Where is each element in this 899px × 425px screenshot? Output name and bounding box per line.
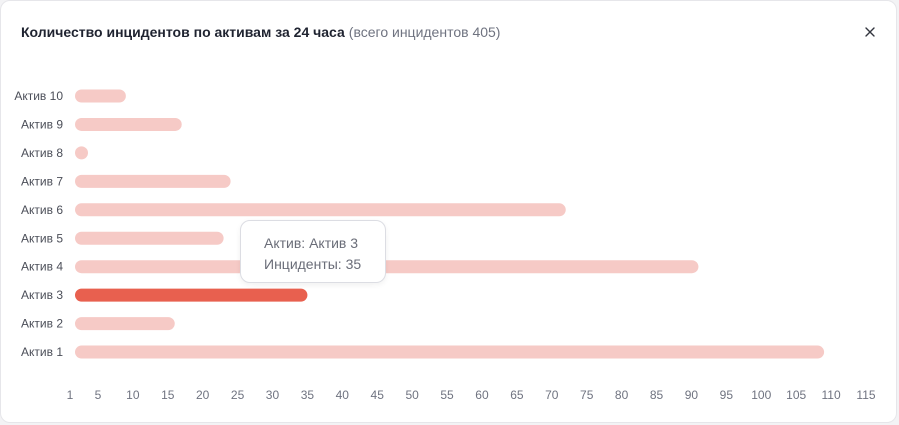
bar[interactable] — [75, 288, 308, 302]
x-tick-label: 60 — [475, 388, 489, 402]
modal-header: Количество инцидентов по активам за 24 ч… — [21, 23, 500, 41]
bar[interactable] — [75, 231, 224, 245]
close-button[interactable] — [859, 21, 881, 43]
x-tick-label: 90 — [685, 388, 699, 402]
category-label: Актив 6 — [21, 203, 63, 217]
x-tick-label: 65 — [510, 388, 524, 402]
x-tick-label: 15 — [161, 388, 175, 402]
x-tick-label: 55 — [440, 388, 454, 402]
category-label: Актив 8 — [21, 146, 63, 160]
x-tick-label: 35 — [301, 388, 315, 402]
x-tick-label: 105 — [786, 388, 806, 402]
category-label: Актив 1 — [21, 345, 63, 359]
category-label: Актив 9 — [21, 117, 63, 131]
chart-tooltip: Актив: Актив 3 Инциденты: 35 — [240, 220, 386, 283]
category-label: Актив 3 — [21, 288, 63, 302]
tooltip-asset: Актив: Актив 3 — [264, 235, 359, 251]
x-tick-label: 40 — [336, 388, 350, 402]
bar[interactable] — [75, 146, 88, 160]
category-label: Актив 10 — [14, 89, 63, 103]
category-label: Актив 4 — [21, 260, 63, 274]
x-tick-label: 30 — [266, 388, 280, 402]
x-tick-label: 20 — [196, 388, 210, 402]
x-tick-label: 1 — [67, 388, 74, 402]
chart-subtitle: (всего инцидентов 405) — [348, 24, 501, 40]
x-tick-label: 75 — [580, 388, 594, 402]
x-tick-label: 25 — [231, 388, 245, 402]
close-icon — [865, 27, 875, 37]
tooltip-incidents: Инциденты: 35 — [264, 256, 362, 272]
x-tick-label: 80 — [615, 388, 629, 402]
bar[interactable] — [75, 317, 175, 331]
bar[interactable] — [75, 89, 126, 103]
x-tick-label: 115 — [856, 388, 875, 402]
x-tick-label: 95 — [720, 388, 734, 402]
bar[interactable] — [75, 260, 699, 274]
category-label: Актив 2 — [21, 317, 63, 331]
x-tick-label: 70 — [545, 388, 559, 402]
chart-title: Количество инцидентов по активам за 24 ч… — [21, 24, 345, 40]
category-label: Актив 7 — [21, 174, 63, 188]
x-tick-label: 85 — [650, 388, 664, 402]
bar[interactable] — [75, 174, 231, 188]
x-tick-label: 110 — [822, 388, 841, 402]
category-label: Актив 5 — [21, 231, 63, 245]
x-tick-label: 10 — [126, 388, 140, 402]
x-tick-label: 5 — [95, 388, 102, 402]
bar[interactable] — [75, 203, 566, 217]
x-tick-label: 45 — [371, 388, 385, 402]
x-tick-label: 50 — [405, 388, 419, 402]
bar[interactable] — [75, 345, 825, 359]
x-tick-label: 100 — [751, 388, 771, 402]
bar[interactable] — [75, 117, 182, 131]
